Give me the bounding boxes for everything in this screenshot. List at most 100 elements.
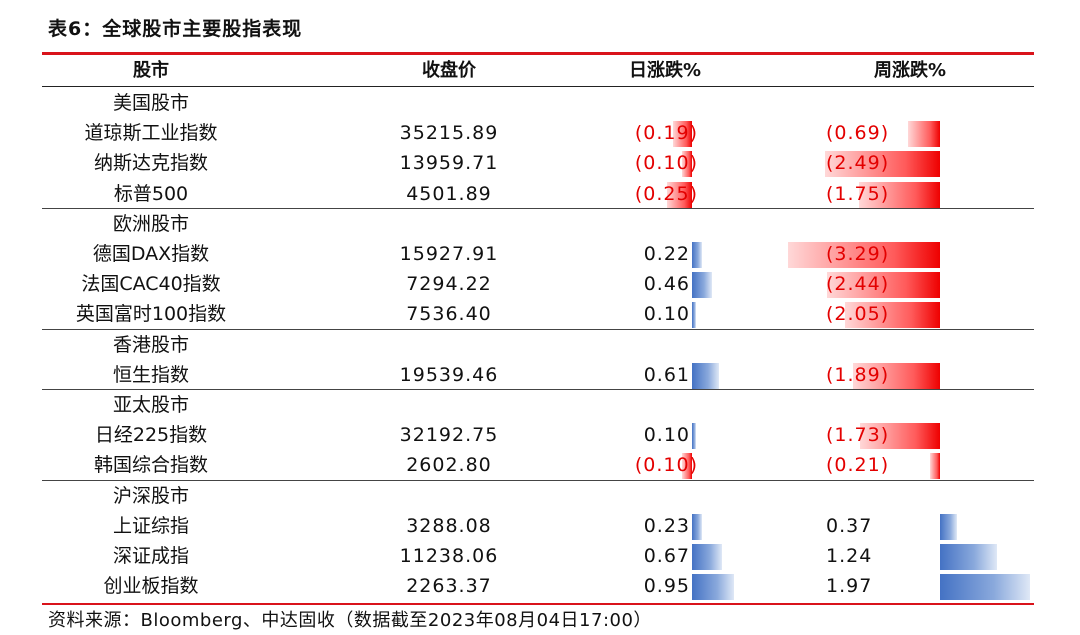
group-row: 香港股市 — [42, 330, 1034, 360]
close-price: 19539.46 — [399, 363, 499, 386]
top-red-rule — [42, 52, 1034, 55]
group-label: 欧洲股市 — [112, 212, 189, 235]
weekly-change: 0.37 — [826, 514, 873, 537]
index-name: 英国富时100指数 — [75, 303, 227, 326]
header-rule — [42, 86, 1034, 87]
daily-change: 0.23 — [643, 514, 690, 537]
daily-change-bar — [667, 181, 692, 208]
weekly-change-bar — [940, 513, 957, 540]
weekly-change-bar — [827, 272, 940, 299]
table-row: 深证成指 11238.06 0.67 1.24 — [42, 541, 1034, 571]
source-note: 资料来源：Bloomberg、中达固收（数据截至2023年08月04日17:00… — [48, 610, 652, 631]
index-name: 深证成指 — [112, 545, 189, 567]
close-price: 11238.06 — [399, 545, 499, 567]
group-label: 美国股市 — [112, 92, 189, 114]
table-row: 韩国综合指数 2602.80 (0.10) (0.21) — [42, 450, 1034, 480]
group-separator — [42, 389, 1034, 390]
header-daily: 日涨跌% — [628, 60, 702, 81]
close-price: 2602.80 — [406, 454, 492, 477]
daily-change: (0.25) — [634, 182, 698, 205]
close-price: 2263.37 — [406, 575, 492, 598]
header-close: 收盘价 — [422, 60, 476, 81]
weekly-change-bar — [845, 302, 940, 329]
daily-change: 0.95 — [643, 575, 690, 598]
bottom-red-rule — [42, 603, 1034, 605]
weekly-change-bar — [852, 362, 940, 389]
daily-change-bar — [682, 151, 692, 178]
group-row: 欧洲股市 — [42, 209, 1034, 239]
daily-change-bar — [692, 302, 697, 329]
daily-change-bar — [673, 121, 692, 148]
group-row: 美国股市 — [42, 88, 1034, 118]
close-price: 13959.71 — [399, 152, 499, 175]
weekly-change: 1.97 — [826, 575, 873, 598]
group-separator — [42, 479, 1034, 481]
weekly-change-bar — [930, 453, 940, 480]
table-row: 法国CAC40指数 7294.22 0.46 (2.44) — [42, 269, 1034, 299]
daily-change-bar — [682, 453, 692, 480]
weekly-change-bar — [824, 151, 940, 178]
weekly-change: (0.21) — [826, 454, 890, 477]
weekly-change-bar — [940, 544, 997, 570]
group-label: 亚太股市 — [112, 394, 189, 416]
daily-change: 0.46 — [643, 273, 690, 296]
weekly-change: (1.89) — [826, 363, 890, 386]
daily-change-bar — [692, 574, 734, 601]
table-row: 英国富时100指数 7536.40 0.10 (2.05) — [42, 299, 1034, 329]
weekly-change-bar — [908, 121, 940, 148]
group-label: 沪深股市 — [112, 484, 189, 507]
daily-change-bar — [692, 513, 703, 540]
daily-change: (0.10) — [634, 152, 698, 175]
table-row: 恒生指数 19539.46 0.61 (1.89) — [42, 360, 1034, 390]
weekly-change-bar — [860, 423, 940, 450]
weekly-change: (0.69) — [826, 122, 890, 145]
group-separator — [42, 328, 1034, 330]
table-row: 标普500 4501.89 (0.25) (1.75) — [42, 179, 1034, 209]
index-name: 创业板指数 — [103, 575, 199, 598]
group-row: 亚太股市 — [42, 390, 1034, 420]
weekly-change: (1.73) — [826, 424, 890, 447]
weekly-change-bar — [940, 574, 1030, 601]
header-weekly: 周涨跌% — [873, 60, 947, 81]
daily-change: 0.10 — [643, 303, 690, 326]
daily-change-bar — [692, 544, 722, 570]
weekly-change-bar — [859, 181, 940, 208]
close-price: 4501.89 — [406, 182, 492, 205]
table-row: 道琼斯工业指数 35215.89 (0.19) (0.69) — [42, 118, 1034, 148]
close-price: 15927.91 — [399, 243, 499, 265]
group-row: 沪深股市 — [42, 481, 1034, 511]
index-name: 纳斯达克指数 — [93, 152, 208, 175]
index-name: 恒生指数 — [112, 363, 189, 386]
weekly-change: (2.44) — [826, 273, 890, 296]
close-price: 7536.40 — [406, 303, 492, 326]
index-name: 韩国综合指数 — [93, 454, 208, 477]
index-name: 日经225指数 — [94, 424, 208, 447]
table-row: 上证综指 3288.08 0.23 0.37 — [42, 511, 1034, 541]
daily-change: 0.10 — [643, 424, 690, 447]
group-label: 香港股市 — [112, 333, 189, 356]
weekly-change: (1.75) — [826, 182, 890, 205]
index-name: 上证综指 — [112, 514, 189, 537]
daily-change-bar — [692, 242, 702, 268]
weekly-change: 1.24 — [826, 545, 873, 567]
weekly-change: (3.29) — [826, 243, 890, 265]
daily-change-bar — [692, 272, 713, 299]
daily-change: (0.10) — [634, 454, 698, 477]
weekly-change-bar — [788, 242, 940, 268]
header-name: 股市 — [133, 60, 169, 81]
table-row: 纳斯达克指数 13959.71 (0.10) (2.49) — [42, 148, 1034, 178]
daily-change-bar — [692, 362, 719, 389]
close-price: 32192.75 — [399, 424, 499, 447]
close-price: 7294.22 — [406, 273, 492, 296]
daily-change: 0.61 — [643, 363, 690, 386]
table-row: 创业板指数 2263.37 0.95 1.97 — [42, 571, 1034, 601]
table-title: 表6：全球股市主要股指表现 — [48, 18, 303, 40]
daily-change: 0.22 — [643, 243, 690, 265]
index-name: 标普500 — [113, 182, 189, 205]
table-row: 德国DAX指数 15927.91 0.22 (3.29) — [42, 239, 1034, 269]
daily-change: 0.67 — [643, 545, 690, 567]
close-price: 35215.89 — [399, 122, 499, 145]
index-name: 德国DAX指数 — [92, 243, 210, 265]
weekly-change: (2.49) — [826, 152, 890, 175]
close-price: 3288.08 — [406, 514, 492, 537]
